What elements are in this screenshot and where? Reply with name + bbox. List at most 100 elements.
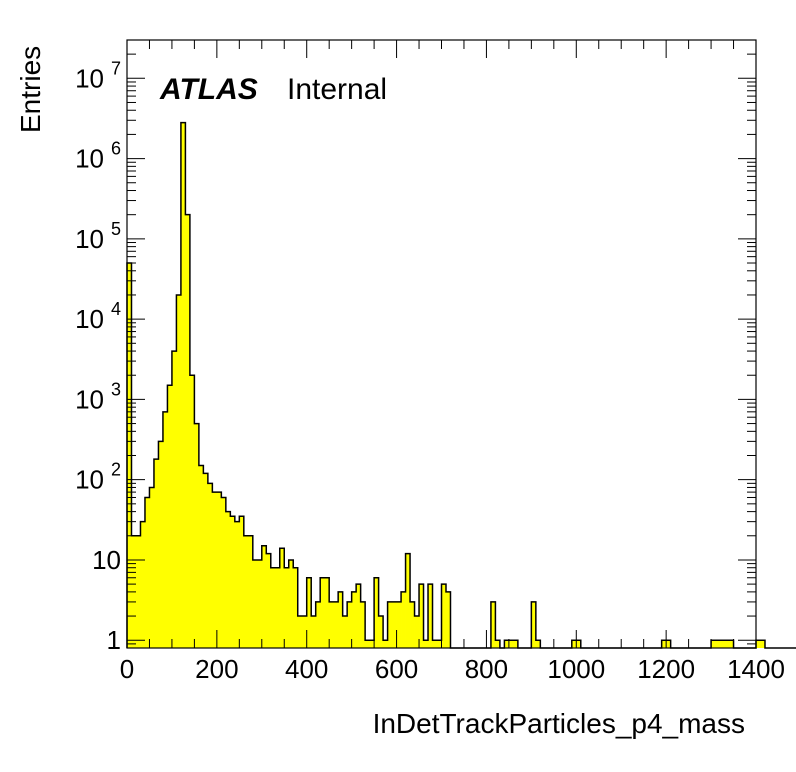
y-tick-label: 10 3 [75,379,121,414]
histogram-bar [369,640,375,648]
histogram-bar [441,584,447,648]
histogram-bar [311,616,317,648]
histogram-bar [180,122,186,648]
y-axis-title: Entries [15,46,46,133]
histogram-bar [243,535,249,648]
y-tick-label: 10 5 [75,219,121,254]
x-tick-labels: 0 200 400 600 800 1000 1200 1400 [120,654,785,684]
histogram-bar [252,559,258,648]
x-tick-label: 200 [195,654,238,684]
histogram-bar [135,535,141,648]
histogram-bar [410,601,415,648]
histogram-bar [189,375,195,648]
y-tick-label: 10 4 [75,299,121,334]
histogram-bar [535,640,541,648]
histogram-bar [333,601,339,648]
histogram-bar [571,640,577,648]
x-tick-label: 1400 [727,654,785,684]
histogram-bar [162,411,168,648]
histogram-bar [171,351,177,648]
histogram-bar [203,473,209,648]
histogram-bar [149,487,155,648]
histogram-bar [419,584,424,648]
histogram-bar [153,459,159,648]
histogram-bar [266,553,272,648]
internal-label: Internal [287,73,387,106]
histogram-bar [365,640,371,648]
histogram-bar [445,591,451,648]
histogram-bar [356,584,362,648]
y-tick-label: 10 2 [75,460,121,495]
histogram-bar [302,616,308,648]
histogram-bar [248,535,254,648]
histogram-bar [531,601,537,648]
histogram-bar [414,616,420,648]
histogram-bar [261,545,267,648]
histogram-bar [360,601,366,648]
x-tick-label: 800 [465,654,508,684]
histogram-bar [760,640,766,648]
histogram-bar [329,601,335,648]
histogram-bar [508,640,514,648]
histogram-bar [275,567,281,648]
histogram-bar [320,577,326,648]
histogram-bar [720,640,725,648]
histogram-bar [711,640,716,648]
histogram-bar [428,584,433,648]
histogram-bar [257,559,263,648]
histogram-bar [270,567,276,648]
histogram-bars [127,122,766,648]
histogram-bar [198,465,204,648]
histogram-bar [230,516,236,648]
histogram-bar [315,601,321,648]
histogram-bar [225,511,231,648]
histogram-bar [207,483,213,648]
histogram-bar [176,294,182,648]
histogram-bar [504,640,510,648]
histogram-bar [221,497,227,648]
histogram-bar [279,548,285,648]
histogram-bar [144,497,150,648]
x-tick-label: 1200 [637,654,695,684]
histogram-bar [576,640,582,648]
x-tick-label: 1000 [547,654,605,684]
histogram-bar [378,616,384,648]
histogram-bar [194,423,200,648]
histogram-bar [284,567,290,648]
histogram-bar [724,640,730,648]
histogram-bar [490,601,496,648]
histogram-bar [392,601,397,648]
axis-ticks [126,39,757,649]
histogram-bar [513,640,519,648]
histogram-bar [342,616,348,648]
histogram-bar [347,601,353,648]
histogram-bar [140,521,146,648]
histogram-bar [324,577,330,648]
histogram-bar [432,640,438,648]
histogram-bar [405,553,411,648]
histogram-bar [306,577,312,648]
histogram-bar [396,601,402,648]
histogram-bar [401,591,406,648]
x-axis-title: InDetTrackParticles_p4_mass [373,708,745,739]
histogram-bar [423,640,429,648]
histogram-bar [715,640,721,648]
y-tick-label: 1 [107,625,121,655]
x-tick-label: 0 [120,654,134,684]
histogram-bar [338,591,344,648]
atlas-label: ATLAS [159,73,258,106]
histogram-bar [216,492,222,648]
histogram-bar [387,601,393,648]
histogram-bar [729,640,734,648]
histogram-bar [437,640,442,648]
histogram-bar [239,516,245,648]
histogram-bar [167,385,173,648]
histogram-bar [351,591,357,648]
x-tick-label: 400 [285,654,328,684]
y-tick-label: 10 6 [75,139,121,174]
histogram-bar [297,616,303,648]
histogram-bar [756,640,761,648]
histogram-bar [661,640,667,648]
histogram-bar [234,521,240,648]
